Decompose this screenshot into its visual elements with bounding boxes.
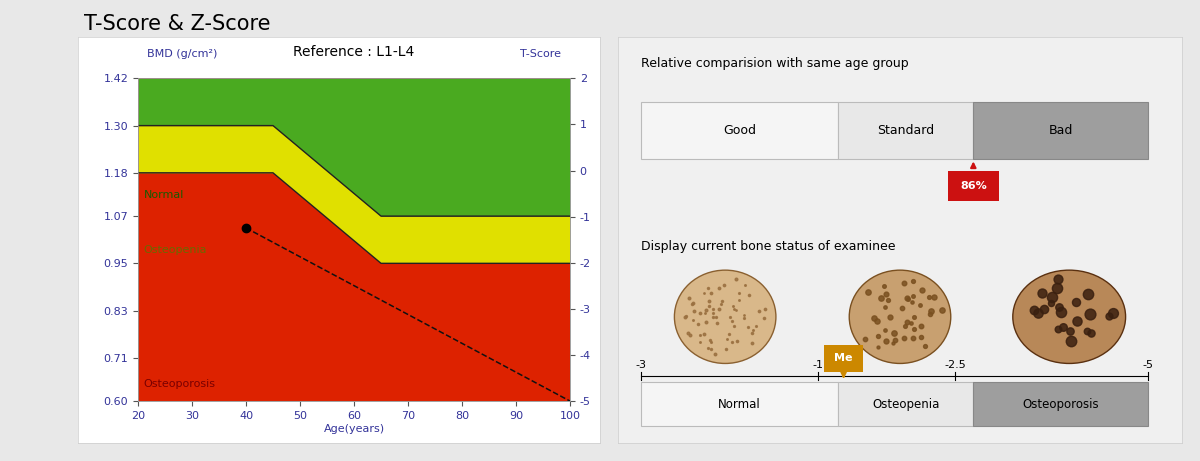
Text: Normal: Normal [718,397,761,410]
FancyBboxPatch shape [838,382,973,426]
Text: -5: -5 [1142,360,1153,370]
X-axis label: Age(years): Age(years) [324,424,384,433]
Ellipse shape [1013,270,1126,363]
FancyBboxPatch shape [641,102,838,159]
Text: T-Score & Z-Score: T-Score & Z-Score [84,14,270,34]
Text: Standard: Standard [877,124,935,136]
Text: -2.5: -2.5 [944,360,966,370]
Text: T-Score: T-Score [521,49,562,59]
Text: 86%: 86% [960,181,986,191]
Text: Osteoporosis: Osteoporosis [144,379,216,389]
FancyBboxPatch shape [641,382,838,426]
FancyBboxPatch shape [973,382,1148,426]
FancyBboxPatch shape [838,102,973,159]
FancyBboxPatch shape [824,345,863,372]
Text: -1: -1 [812,360,823,370]
Text: Me: Me [834,354,853,363]
Ellipse shape [674,270,776,363]
Text: Osteopenia: Osteopenia [872,397,940,410]
Text: Relative comparision with same age group: Relative comparision with same age group [641,57,908,70]
Text: Normal: Normal [144,190,184,201]
FancyBboxPatch shape [973,102,1148,159]
Ellipse shape [850,270,950,363]
FancyBboxPatch shape [948,171,998,201]
Text: Good: Good [722,124,756,136]
Text: Bad: Bad [1049,124,1073,136]
Text: -3: -3 [635,360,646,370]
Text: Osteopenia: Osteopenia [144,246,206,255]
Text: Osteoporosis: Osteoporosis [1022,397,1099,410]
Text: Reference : L1-L4: Reference : L1-L4 [293,45,415,59]
Text: Display current bone status of examinee: Display current bone status of examinee [641,240,895,253]
Text: BMD (g/cm²): BMD (g/cm²) [146,49,217,59]
